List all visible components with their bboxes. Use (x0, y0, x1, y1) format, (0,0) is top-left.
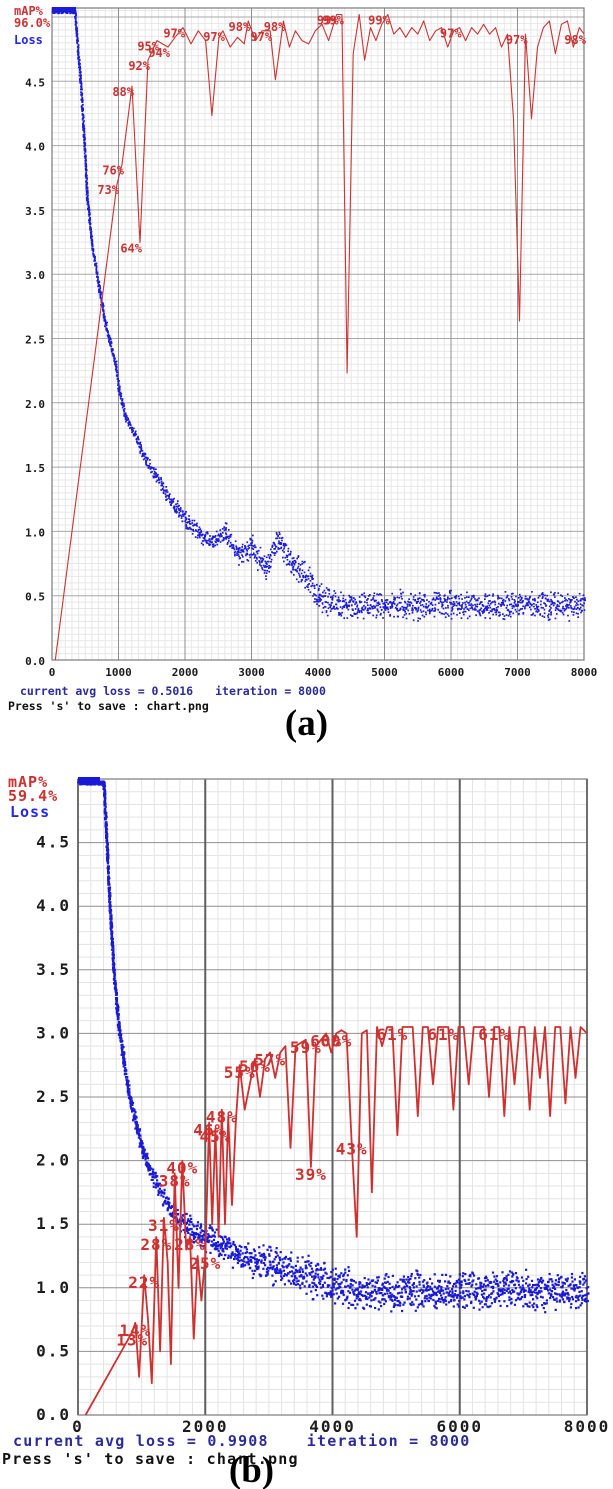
svg-text:3.5: 3.5 (36, 960, 71, 979)
svg-text:2000: 2000 (182, 1417, 229, 1436)
map-line-a (54, 13, 585, 661)
svg-text:3.0: 3.0 (25, 269, 45, 282)
loss-legend-label-b: Loss (10, 803, 51, 821)
iteration-text-b: iteration = 8000 (306, 1432, 471, 1450)
svg-text:7000: 7000 (504, 666, 531, 679)
svg-text:3.5: 3.5 (25, 205, 45, 218)
caption-b: (b) (228, 1450, 275, 1489)
svg-text:98%: 98% (264, 20, 286, 34)
map-labels-a: 73%76%88%64%92%95%94%97% 97%98%97%98% 99%9… (97, 14, 586, 256)
svg-text:97%: 97% (203, 30, 225, 44)
svg-text:2.5: 2.5 (25, 334, 45, 347)
status-line-b: current avg loss = 0.9908 iteration = 800… (13, 1432, 470, 1450)
svg-text:4.5: 4.5 (25, 76, 45, 89)
svg-text:4000: 4000 (305, 666, 332, 679)
map-current-value-b: 59.4% (8, 787, 59, 805)
map-line-b (84, 1026, 588, 1416)
svg-text:2.5: 2.5 (36, 1087, 71, 1106)
svg-text:8000: 8000 (564, 1417, 611, 1436)
svg-text:0.5: 0.5 (36, 1341, 71, 1360)
map-legend-label-b: mAP% (8, 773, 49, 791)
axis-labels-b: 0 2000 4000 6000 8000 0.0 0.5 1.0 1.5 2.0 2.5 3.0 3.… (36, 833, 611, 1436)
svg-text:97%: 97% (250, 30, 272, 44)
svg-text:97%: 97% (163, 27, 185, 41)
save-hint-a: Press 's' to save : chart.png (8, 699, 209, 713)
svg-text:1.5: 1.5 (36, 1214, 71, 1233)
svg-text:6000: 6000 (438, 666, 465, 679)
svg-text:2000: 2000 (172, 666, 199, 679)
svg-text:3000: 3000 (238, 666, 265, 679)
status-line-a: current avg loss = 0.5016 iteration = 800… (20, 684, 326, 698)
svg-text:94%: 94% (148, 46, 170, 60)
svg-text:99%: 99% (322, 14, 344, 28)
save-hint-b: Press 's' to save : chart.png (2, 1450, 299, 1468)
svg-text:6000: 6000 (436, 1417, 483, 1436)
loss-legend-label-a: Loss (14, 33, 43, 47)
svg-text:0.0: 0.0 (36, 1405, 71, 1424)
avg-loss-text-b: current avg loss = 0.9908 (13, 1432, 269, 1450)
map-legend-label-a: mAP% (14, 4, 43, 18)
svg-text:99%: 99% (317, 14, 339, 28)
svg-text:76%: 76% (102, 164, 124, 178)
svg-text:1.0: 1.0 (25, 526, 45, 539)
svg-text:98%: 98% (564, 33, 586, 47)
svg-text:95%: 95% (137, 40, 159, 54)
svg-text:1000: 1000 (105, 666, 132, 679)
svg-text:8000: 8000 (571, 666, 598, 679)
map-current-value-a: 96.0% (14, 16, 51, 30)
avg-loss-text-a: current avg loss = 0.5016 (20, 684, 194, 698)
svg-text:1.5: 1.5 (25, 462, 45, 475)
svg-text:0: 0 (49, 666, 56, 679)
svg-text:4.0: 4.0 (25, 141, 45, 154)
map-labels-b: 13%14%22%28%31%38%40%28%25%46%45%48%55%5… (116, 1025, 509, 1349)
svg-text:92%: 92% (128, 59, 150, 73)
svg-text:73%: 73% (97, 183, 119, 197)
svg-text:1.0: 1.0 (36, 1278, 71, 1297)
svg-text:5000: 5000 (371, 666, 398, 679)
grid-a (51, 7, 585, 661)
svg-text:4.5: 4.5 (36, 833, 71, 852)
svg-text:4000: 4000 (309, 1417, 356, 1436)
svg-text:98%: 98% (229, 20, 251, 34)
svg-text:88%: 88% (112, 85, 134, 99)
axis-labels-a: 0 1000 2000 3000 4000 5000 6000 7000 8000 0.0 0.5 1… (25, 76, 597, 679)
svg-text:4.0: 4.0 (36, 896, 71, 915)
svg-text:0.0: 0.0 (25, 655, 45, 668)
svg-text:2.0: 2.0 (36, 1151, 71, 1170)
svg-text:3.0: 3.0 (36, 1023, 71, 1042)
svg-text:97%: 97% (440, 27, 462, 41)
caption-a: (a) (284, 703, 329, 744)
iteration-text-a: iteration = 8000 (215, 684, 326, 698)
grid-b (77, 778, 588, 1416)
svg-text:97%: 97% (506, 33, 528, 47)
svg-text:0: 0 (72, 1417, 84, 1436)
svg-text:0.5: 0.5 (25, 591, 45, 604)
svg-text:64%: 64% (120, 242, 142, 256)
svg-text:2.0: 2.0 (25, 398, 45, 411)
svg-text:99%: 99% (368, 14, 390, 28)
loss-scatter-a (51, 7, 586, 622)
